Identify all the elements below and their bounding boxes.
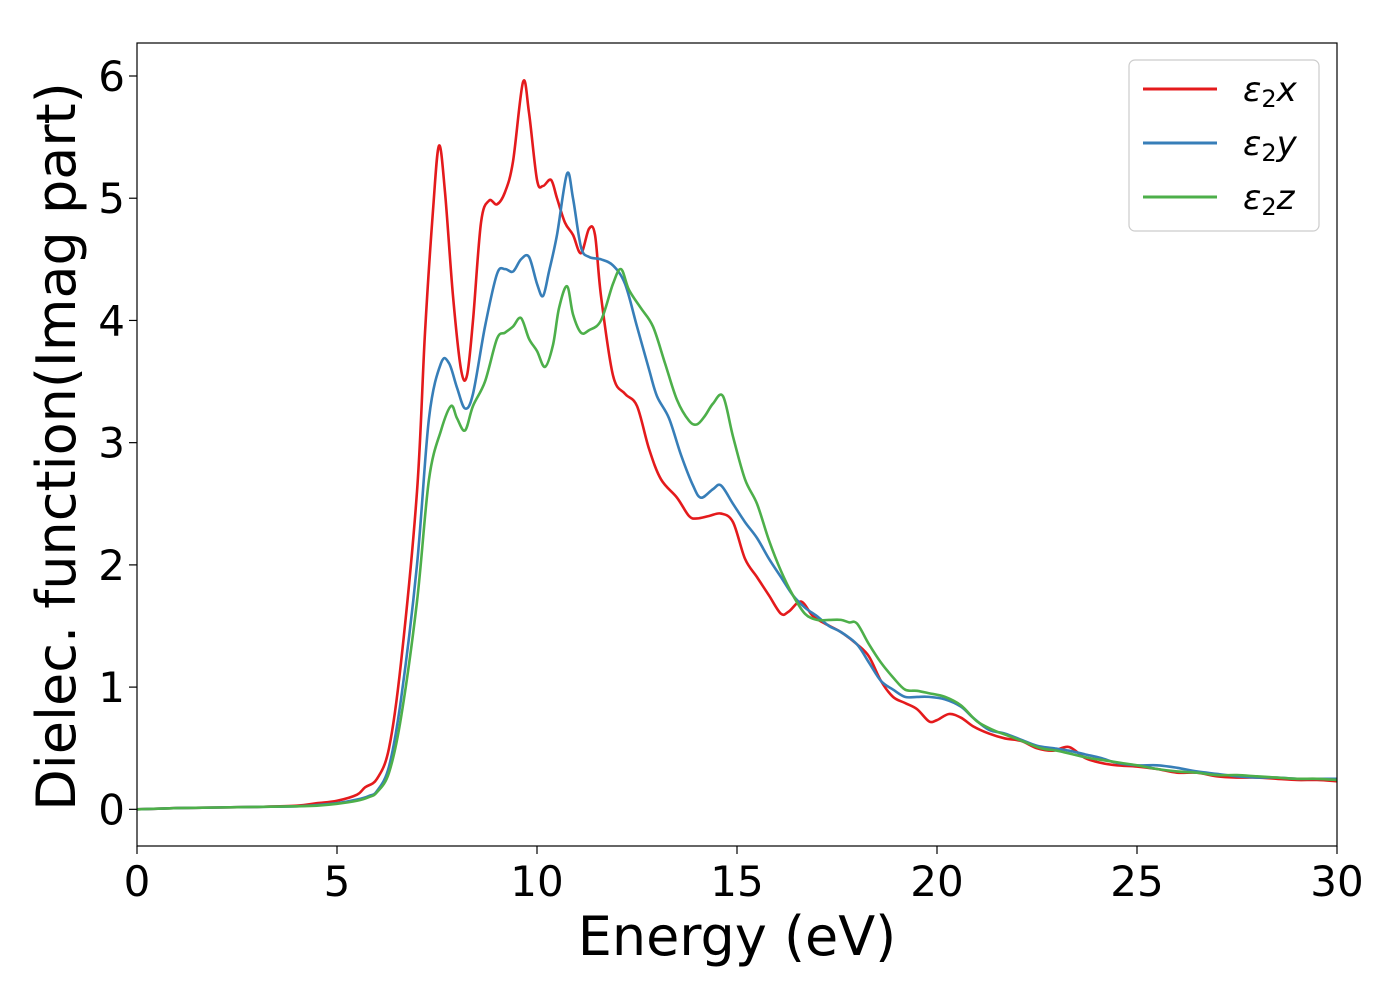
legend-box	[1128, 59, 1320, 232]
y-tick-label: 4	[98, 296, 125, 345]
axis-ticks: 0 5 10 15 20 25 30 0 1 2 3 4 5 6	[98, 52, 1363, 906]
y-tick-label: 2	[98, 541, 125, 590]
series-layer	[137, 79, 1337, 811]
y-tick-label: 1	[98, 663, 125, 712]
x-axis-title: Energy (eV)	[578, 905, 897, 968]
series-line-z	[137, 267, 1337, 811]
x-tick-label: 30	[1310, 857, 1363, 906]
x-tick-label: 25	[1110, 857, 1163, 906]
legend-label-y: ε2y	[1243, 124, 1298, 167]
y-tick-label: 3	[98, 419, 125, 468]
x-tick-label: 20	[910, 857, 963, 906]
y-axis-title: Dielec. function(Imag part)	[25, 82, 88, 811]
legend-label-x: ε2x	[1243, 70, 1298, 113]
y-tick-label: 0	[98, 785, 125, 834]
x-tick-label: 15	[710, 857, 763, 906]
legend-label-z: ε2z	[1243, 178, 1296, 221]
series-line-y	[137, 171, 1337, 811]
x-tick-label: 10	[510, 857, 563, 906]
y-tick-label: 6	[98, 52, 125, 101]
legend: ε2x ε2y ε2z	[1128, 59, 1320, 232]
x-tick-label: 5	[324, 857, 351, 906]
y-tick-label: 5	[98, 174, 125, 223]
x-tick-label: 0	[124, 857, 151, 906]
